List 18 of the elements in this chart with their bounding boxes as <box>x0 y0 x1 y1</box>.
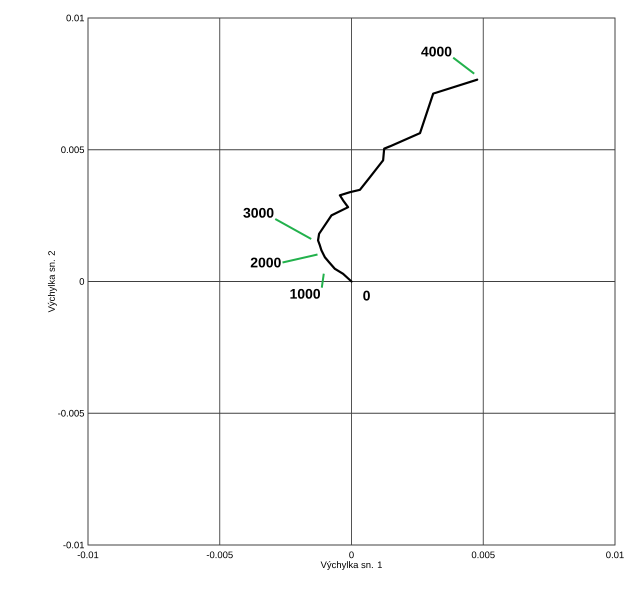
y-tick-label: 0.005 <box>61 146 84 154</box>
x-tick-label: -0.01 <box>78 552 98 558</box>
annotation: 3000 <box>243 208 274 218</box>
x-tick-label: 0.005 <box>472 552 495 558</box>
x-tick-label: 0.01 <box>606 552 624 558</box>
annotation: 0 <box>363 290 370 301</box>
y-tick-label: -0.01 <box>63 542 84 548</box>
x-tick-label: 0 <box>349 552 354 558</box>
x-tick-label: -0.005 <box>206 552 233 558</box>
line-series <box>316 78 478 283</box>
y-tick-label: 0.01 <box>66 14 84 22</box>
x-axis-title: Výchylka sn. 1 <box>320 561 382 570</box>
y-tick-label: -0.005 <box>58 410 84 417</box>
annotation: 1000 <box>290 288 320 299</box>
annotation: 2000 <box>250 258 281 268</box>
annotation: 4000 <box>421 46 452 56</box>
y-tick-label: 0 <box>80 278 84 285</box>
y-axis-title: Výchylka sn. 2 <box>48 251 57 312</box>
